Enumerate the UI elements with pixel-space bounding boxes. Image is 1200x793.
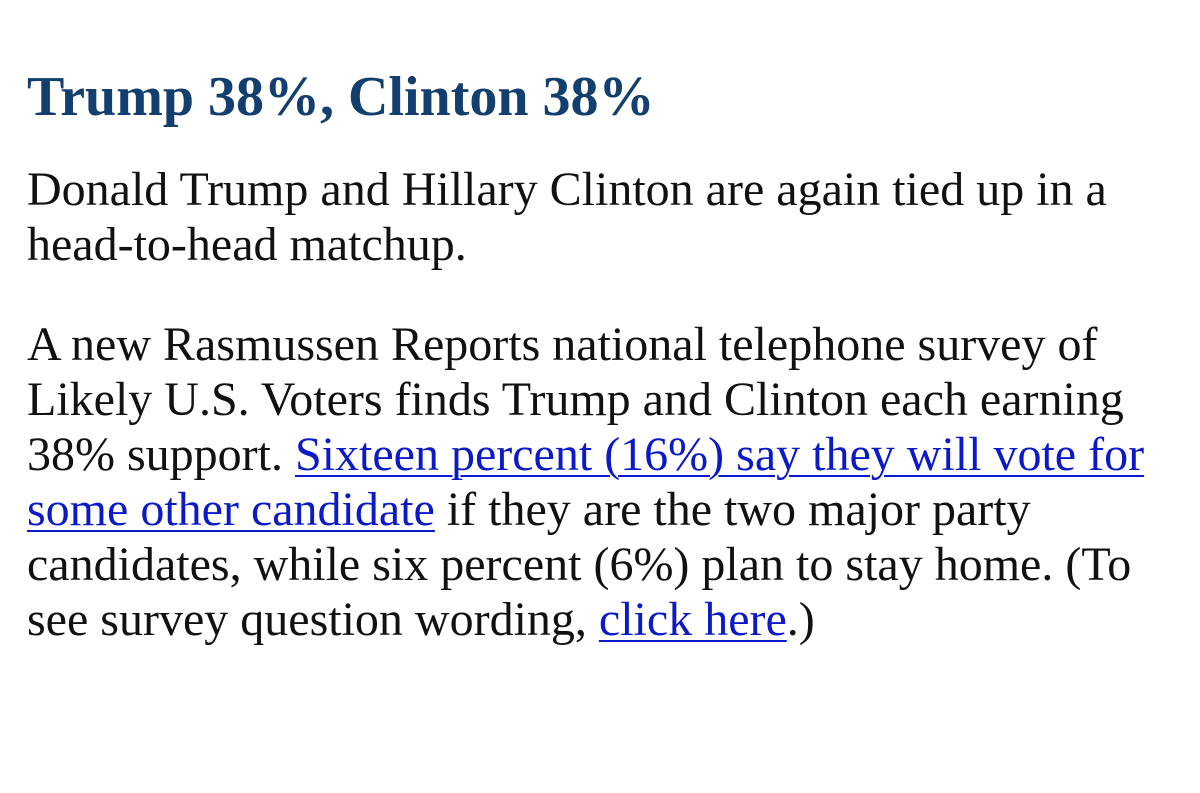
headline: Trump 38%, Clinton 38%	[27, 66, 655, 128]
text: if they are the two major party candidat…	[27, 483, 1132, 646]
text: Donald Trump and Hillary Clinton are aga…	[27, 163, 1107, 271]
paragraph: Donald Trump and Hillary Clinton are aga…	[27, 162, 1187, 272]
link[interactable]: click here	[598, 593, 787, 646]
paragraph: A new Rasmussen Reports national telepho…	[27, 317, 1187, 647]
article-body: Donald Trump and Hillary Clinton are aga…	[27, 162, 1180, 647]
link[interactable]: Sixteen percent (16%) say they will vote…	[27, 428, 1145, 536]
text: A new Rasmussen Reports national telepho…	[27, 318, 1124, 481]
text: .)	[786, 593, 815, 646]
